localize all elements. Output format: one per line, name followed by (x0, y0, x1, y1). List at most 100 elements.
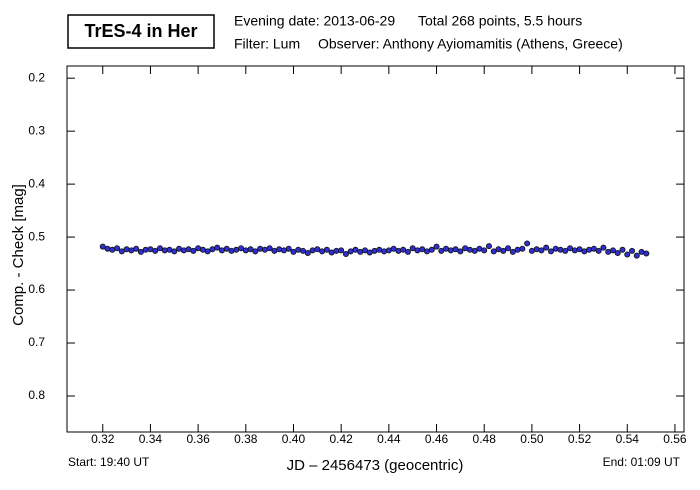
data-point (414, 247, 421, 254)
data-point (114, 245, 121, 252)
data-point (371, 247, 378, 254)
data-point (543, 244, 550, 251)
y-tick-label: 0.6 (28, 282, 45, 296)
data-point (242, 247, 249, 254)
data-point (204, 248, 211, 255)
data-point (228, 247, 235, 254)
data-point (400, 246, 407, 253)
chart-title: TrES-4 in Her (84, 21, 197, 41)
data-point (419, 246, 426, 253)
x-tick-label: 0.36 (186, 432, 210, 446)
x-tick-label: 0.46 (425, 432, 449, 446)
x-tick-label: 0.56 (663, 432, 687, 446)
x-tick-label: 0.48 (473, 432, 497, 446)
data-point (133, 245, 140, 252)
data-point (300, 247, 307, 254)
data-point (180, 247, 187, 254)
y-tick-label: 0.2 (28, 70, 45, 84)
data-point (257, 245, 264, 252)
data-point (99, 243, 106, 250)
data-point (342, 251, 349, 258)
data-point (295, 246, 302, 253)
data-point (643, 250, 650, 257)
data-point (304, 249, 311, 256)
data-point (505, 245, 512, 252)
data-point (309, 247, 316, 254)
data-point (447, 247, 454, 254)
annotation: Start: 19:40 UT (68, 455, 150, 469)
annotation: End: 01:09 UT (603, 455, 681, 469)
data-point (466, 246, 473, 253)
data-point (552, 245, 559, 252)
y-tick-label: 0.5 (28, 229, 45, 243)
y-tick-label: 0.3 (28, 123, 45, 137)
data-point (533, 246, 540, 253)
data-point (609, 247, 616, 254)
data-point (567, 245, 574, 252)
y-tick-label: 0.7 (28, 335, 45, 349)
x-tick-label: 0.38 (234, 432, 258, 446)
data-point (514, 246, 521, 253)
data-point (433, 243, 440, 250)
y-axis-label: Comp. - Check [mag] (10, 184, 27, 326)
x-tick-label: 0.42 (329, 432, 353, 446)
data-point (562, 247, 569, 254)
x-tick-label: 0.40 (282, 432, 306, 446)
data-point (428, 246, 435, 253)
title-box (67, 14, 215, 49)
data-point (156, 245, 163, 252)
data-point (190, 247, 197, 254)
data-point (118, 248, 125, 255)
data-point (500, 247, 507, 254)
data-point (214, 244, 221, 251)
data-point (338, 247, 345, 254)
annotation: Total 268 points, 5.5 hours (418, 13, 582, 29)
x-tick-label: 0.50 (520, 432, 544, 446)
data-point (538, 247, 545, 254)
data-point (457, 248, 464, 255)
data-point (481, 247, 488, 254)
x-tick-label: 0.52 (568, 432, 592, 446)
x-tick-label: 0.32 (91, 432, 115, 446)
data-point (381, 248, 388, 255)
data-point (314, 246, 321, 253)
data-point (619, 246, 626, 253)
data-point (123, 246, 130, 253)
data-point (137, 248, 144, 255)
data-point (223, 245, 230, 252)
data-point (590, 245, 597, 252)
data-point (290, 248, 297, 255)
data-point (404, 248, 411, 255)
data-point (171, 248, 178, 255)
data-point (571, 247, 578, 254)
data-point (409, 245, 416, 252)
data-point (238, 245, 245, 252)
data-point (276, 246, 283, 253)
data-point (471, 247, 478, 254)
data-point (509, 248, 516, 255)
x-tick-label: 0.44 (377, 432, 401, 446)
data-point (452, 246, 459, 253)
data-point (633, 252, 640, 259)
data-point (490, 248, 497, 255)
data-point (152, 247, 159, 254)
plot-frame (66, 65, 685, 433)
data-point (624, 251, 631, 258)
data-point (629, 247, 636, 254)
y-tick-label: 0.8 (28, 388, 45, 402)
data-point (485, 243, 492, 250)
data-point (547, 248, 554, 255)
x-tick-label: 0.34 (139, 432, 163, 446)
data-point (362, 247, 369, 254)
data-point (524, 240, 531, 247)
data-point (266, 245, 273, 252)
data-point (104, 245, 111, 252)
data-point (576, 246, 583, 253)
annotation: Observer: Anthony Ayiomamitis (Athens, G… (318, 36, 623, 52)
data-point (595, 247, 602, 254)
data-point (395, 247, 402, 254)
data-point (285, 245, 292, 252)
y-tick-label: 0.4 (28, 176, 45, 190)
data-point (390, 245, 397, 252)
